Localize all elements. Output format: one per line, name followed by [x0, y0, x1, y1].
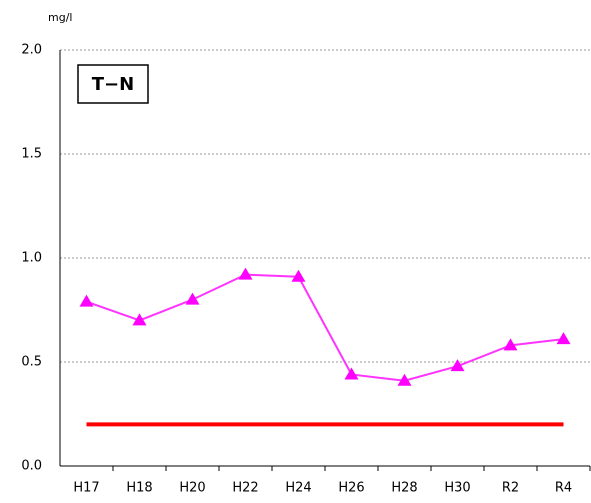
data-point: [291, 269, 306, 282]
x-tick-label: R4: [555, 481, 572, 496]
x-tick-label: H20: [179, 481, 205, 496]
data-point: [450, 359, 465, 372]
y-tick-label: 1.5: [21, 147, 42, 162]
x-tick-label: H18: [126, 481, 152, 496]
y-tick-label: 2.0: [21, 43, 42, 58]
data-point: [397, 373, 412, 386]
x-tick-label: H24: [285, 481, 311, 496]
y-tick-label: 0.5: [21, 355, 42, 370]
data-point: [503, 338, 518, 351]
x-tick-label: H17: [73, 481, 99, 496]
x-tick-label: R2: [502, 481, 519, 496]
data-point: [238, 267, 253, 280]
x-tick-label: H22: [232, 481, 258, 496]
data-point: [556, 332, 571, 345]
data-point: [79, 294, 94, 307]
data-point: [344, 367, 359, 380]
x-tick-label: H30: [444, 481, 470, 496]
data-point: [185, 292, 200, 305]
x-tick-label: H26: [338, 481, 364, 496]
data-point: [132, 313, 147, 326]
title-box: [77, 64, 149, 104]
chart-title: T−N: [92, 74, 134, 95]
y-axis-unit: mg/l: [48, 11, 72, 24]
series-line: [86, 273, 564, 382]
x-tick-label: H28: [391, 481, 417, 496]
y-tick-label: 1.0: [21, 251, 42, 266]
y-tick-label: 0.0: [21, 459, 42, 474]
